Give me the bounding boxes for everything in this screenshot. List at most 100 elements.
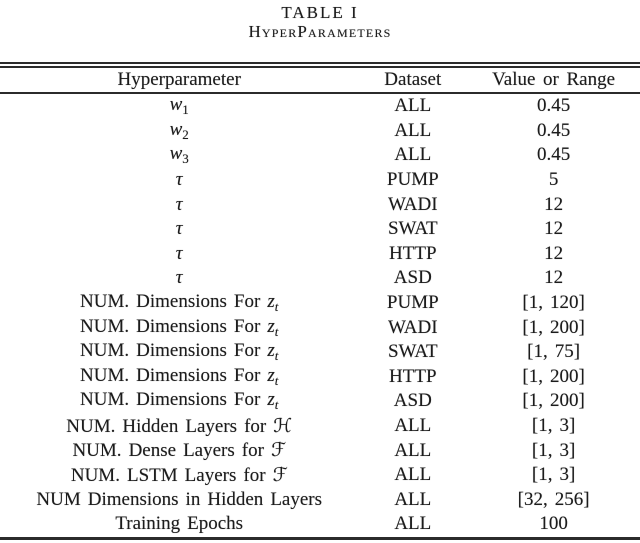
table-row: τ HTTP 12	[0, 242, 640, 267]
param-math-symbol: τ	[175, 169, 183, 191]
cell-hyperparameter: NUM. Dense Layers for ℱ	[0, 438, 358, 463]
cell-hyperparameter: w3	[0, 143, 358, 168]
header-dataset: Dataset	[358, 68, 468, 94]
cell-hyperparameter: τ	[0, 192, 358, 217]
cell-dataset: ALL	[394, 144, 432, 166]
cell-dataset: HTTP	[389, 242, 437, 264]
param-math-symbol: t	[274, 348, 279, 364]
cell-hyperparameter: Training Epochs	[0, 512, 358, 538]
cell-hyperparameter: NUM. Dimensions For zt	[0, 291, 358, 316]
table-row: NUM. Hidden Layers for ℋ ALL [1, 3]	[0, 414, 640, 439]
table-title: HyperParameters	[248, 22, 392, 41]
cell-value: 0.45	[536, 119, 571, 141]
param-math-symbol: t	[274, 323, 279, 339]
cell-value: [1, 200]	[522, 365, 585, 387]
param-math-symbol: τ	[175, 267, 183, 289]
param-math-symbol: 1	[182, 102, 189, 118]
cell-dataset: ALL	[394, 439, 432, 461]
table-row: NUM. Dimensions For zt PUMP [1, 120]	[0, 291, 640, 316]
table-header-row: Hyperparameter Dataset Value or Range	[0, 68, 640, 94]
cell-hyperparameter: w1	[0, 93, 358, 119]
table-row: NUM. Dimensions For zt SWAT [1, 75]	[0, 340, 640, 365]
cell-hyperparameter: τ	[0, 168, 358, 193]
cell-dataset: PUMP	[386, 292, 439, 314]
param-math-symbol: t	[274, 372, 279, 388]
cell-dataset: ALL	[394, 415, 432, 437]
param-math-symbol: τ	[175, 242, 183, 264]
param-math-symbol: z	[267, 340, 275, 362]
cell-hyperparameter: NUM Dimensions in Hidden Layers	[0, 488, 358, 513]
cell-dataset: HTTP	[389, 365, 437, 387]
cell-hyperparameter: NUM. LSTM Layers for ℱ	[0, 463, 358, 488]
table-number: TABLE I	[281, 3, 359, 22]
cell-value: 12	[544, 242, 564, 264]
param-text: NUM. Dimensions For	[80, 291, 268, 313]
cell-hyperparameter: NUM. Dimensions For zt	[0, 365, 358, 390]
cell-dataset: ALL	[394, 119, 432, 141]
cell-value: [1, 3]	[531, 439, 576, 461]
param-math-symbol: z	[267, 291, 275, 313]
cell-value: [1, 3]	[531, 415, 576, 437]
cell-hyperparameter: τ	[0, 242, 358, 267]
param-math-symbol: w	[169, 143, 183, 165]
cell-dataset: ASD	[393, 267, 432, 289]
cell-value: [1, 120]	[522, 292, 585, 314]
param-math-symbol: ℋ	[273, 414, 293, 437]
param-math-symbol: t	[274, 397, 279, 413]
param-math-symbol: τ	[175, 218, 183, 240]
cell-hyperparameter: w2	[0, 119, 358, 144]
param-text: NUM. LSTM Layers for	[70, 464, 273, 486]
cell-value: 12	[544, 218, 564, 240]
cell-dataset: ASD	[393, 390, 432, 412]
cell-value: 5	[548, 169, 559, 191]
table-caption: TABLE I HyperParameters	[0, 0, 640, 41]
cell-dataset: ALL	[394, 464, 432, 486]
table-row: τ SWAT 12	[0, 217, 640, 242]
param-math-symbol: ℱ	[272, 463, 288, 486]
param-math-symbol: w	[169, 94, 183, 116]
cell-dataset: WADI	[387, 193, 438, 215]
cell-dataset: WADI	[387, 316, 438, 338]
header-hyperparameter: Hyperparameter	[0, 68, 359, 94]
table-row: τ PUMP 5	[0, 168, 640, 193]
param-text: NUM. Dense Layers for	[72, 440, 271, 462]
cell-hyperparameter: τ	[0, 266, 358, 291]
table-body: w1 ALL 0.45 w2 ALL 0.45 w3 ALL 0.45 τ PUMP 5 τ WADI 12…	[0, 93, 640, 538]
param-text: NUM. Dimensions For	[80, 315, 268, 337]
param-math-symbol: t	[274, 299, 279, 315]
cell-value: 100	[539, 513, 568, 535]
cell-value: 0.45	[536, 95, 571, 117]
table-row: τ WADI 12	[0, 192, 640, 217]
param-text: NUM Dimensions in Hidden Layers	[36, 488, 323, 510]
cell-hyperparameter: NUM. Dimensions For zt	[0, 315, 358, 340]
hyperparameters-table: Hyperparameter Dataset Value or Range w1…	[0, 68, 640, 540]
header-value-or-range: Value or Range	[467, 68, 640, 94]
param-math-symbol: 2	[182, 126, 189, 142]
cell-dataset: ALL	[394, 95, 432, 117]
table-row: w1 ALL 0.45	[0, 93, 640, 119]
cell-hyperparameter: NUM. Hidden Layers for ℋ	[0, 414, 358, 439]
cell-value: 0.45	[536, 144, 571, 166]
cell-value: [1, 3]	[531, 464, 576, 486]
param-text: NUM. Dimensions For	[80, 364, 268, 386]
cell-value: [1, 200]	[522, 316, 585, 338]
table-row: NUM Dimensions in Hidden Layers ALL [32, 2…	[0, 488, 640, 513]
table-row: τ ASD 12	[0, 266, 640, 291]
param-math-symbol: z	[267, 389, 275, 411]
table-row: NUM. Dimensions For zt ASD [1, 200]	[0, 389, 640, 414]
cell-dataset: SWAT	[387, 218, 438, 240]
table-row: w3 ALL 0.45	[0, 143, 640, 168]
table-row: NUM. Dimensions For zt HTTP [1, 200]	[0, 365, 640, 390]
cell-dataset: PUMP	[386, 169, 439, 191]
param-text: NUM. Dimensions For	[80, 340, 268, 362]
param-text: NUM. Dimensions For	[80, 389, 268, 411]
param-text: NUM. Hidden Layers for	[66, 415, 274, 437]
param-math-symbol: z	[267, 364, 275, 386]
table-top-rule	[0, 62, 640, 68]
param-math-symbol: 3	[182, 151, 189, 167]
cell-value: [1, 200]	[522, 390, 585, 412]
cell-hyperparameter: τ	[0, 217, 358, 242]
cell-hyperparameter: NUM. Dimensions For zt	[0, 340, 358, 365]
cell-value: [1, 75]	[527, 341, 581, 363]
